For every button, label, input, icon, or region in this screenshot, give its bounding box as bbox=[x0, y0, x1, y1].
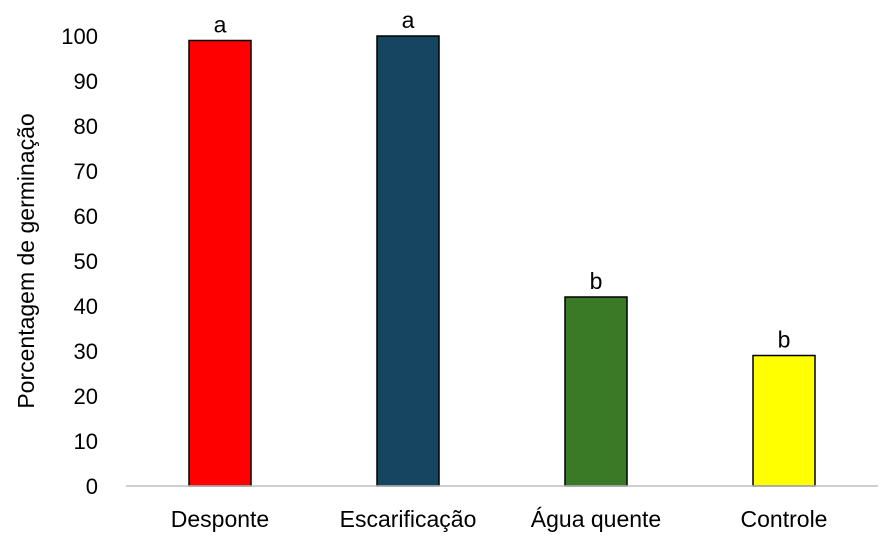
x-axis-labels: Desponte Escarificação Água quente Controle bbox=[171, 506, 828, 532]
y-tick-label-50: 50 bbox=[74, 249, 98, 274]
y-tick-label-70: 70 bbox=[74, 159, 98, 184]
y-tick-label-80: 80 bbox=[74, 114, 98, 139]
x-category-label-2: Água quente bbox=[531, 506, 661, 532]
y-tick-label-60: 60 bbox=[74, 204, 98, 229]
y-tick-label-100: 100 bbox=[61, 24, 98, 49]
y-tick-label-30: 30 bbox=[74, 339, 98, 364]
bar-data-label-2: b bbox=[590, 268, 603, 294]
bar-1 bbox=[376, 35, 440, 487]
bar-3 bbox=[752, 354, 816, 487]
y-tick-label-20: 20 bbox=[74, 384, 98, 409]
y-tick-label-10: 10 bbox=[74, 429, 98, 454]
bar-data-label-3: b bbox=[778, 327, 791, 353]
y-tick-label-0: 0 bbox=[86, 474, 98, 499]
bar-data-labels: a a b b bbox=[214, 7, 791, 353]
y-tick-label-40: 40 bbox=[74, 294, 98, 319]
bar-0 bbox=[188, 39, 252, 487]
y-axis-title: Porcentagem de germinação bbox=[13, 113, 39, 408]
x-category-label-0: Desponte bbox=[171, 506, 269, 532]
x-category-label-1: Escarificação bbox=[340, 506, 477, 532]
y-axis-ticks: 0 10 20 30 40 50 60 70 80 90 100 bbox=[61, 24, 98, 499]
bar-data-label-1: a bbox=[402, 7, 415, 33]
bars bbox=[188, 35, 816, 487]
bar-2 bbox=[564, 296, 628, 487]
y-tick-label-90: 90 bbox=[74, 69, 98, 94]
bar-data-label-0: a bbox=[214, 12, 227, 38]
x-category-label-3: Controle bbox=[741, 506, 828, 532]
